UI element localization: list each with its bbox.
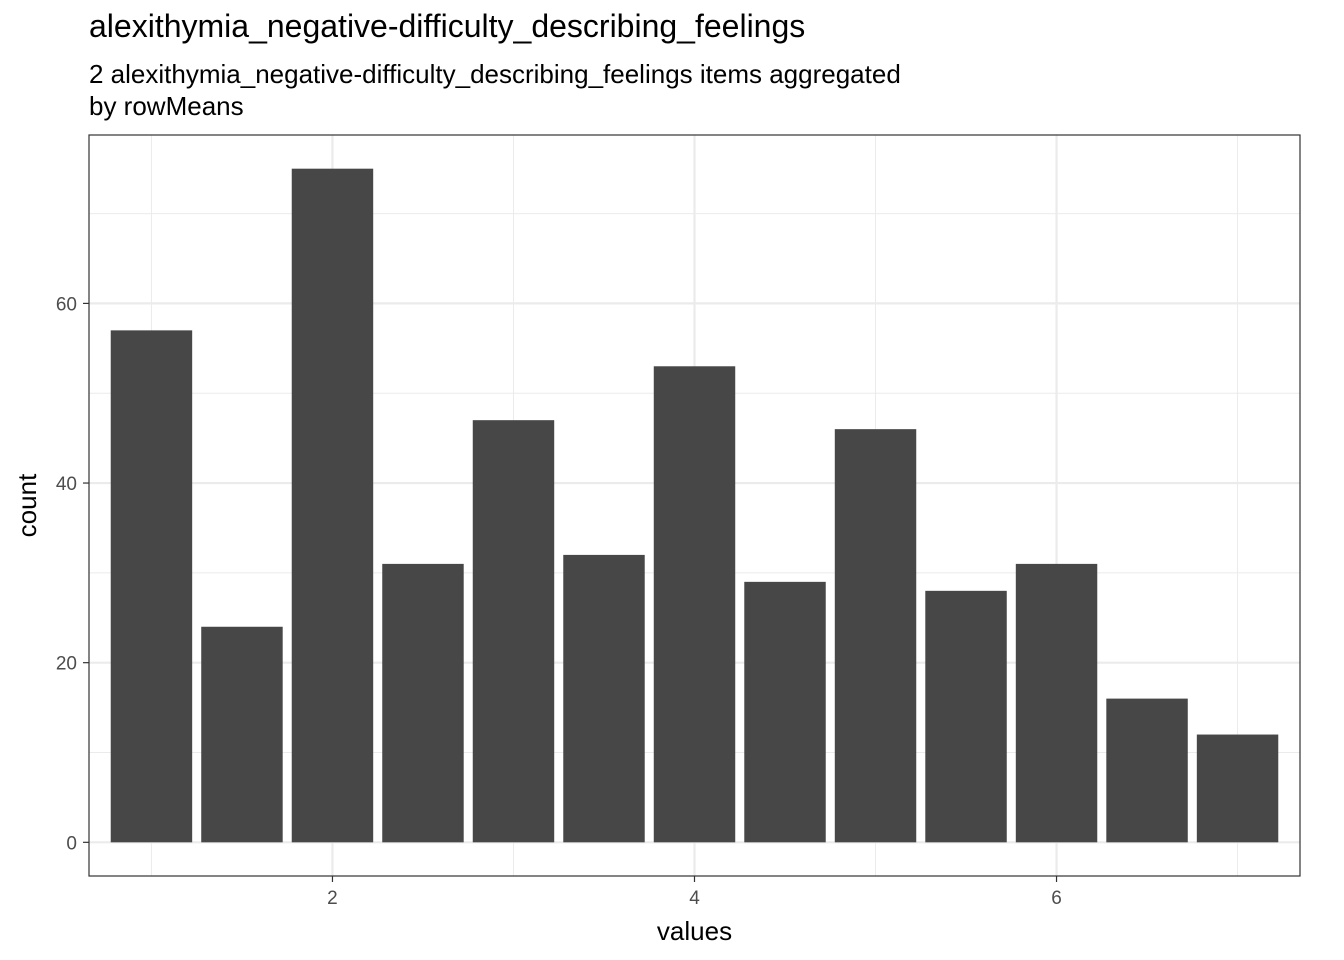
bar <box>925 590 1007 843</box>
y-tick-label: 40 <box>56 474 77 495</box>
x-axis-title: values <box>657 916 732 946</box>
bar <box>1196 734 1279 843</box>
bars <box>110 168 1279 843</box>
bar <box>291 168 374 843</box>
x-tick-label: 6 <box>1051 888 1062 909</box>
y-tick-label: 0 <box>66 833 77 854</box>
bar <box>744 581 826 843</box>
bar <box>201 626 283 843</box>
x-tick-label: 4 <box>689 888 700 909</box>
bar <box>653 366 736 843</box>
bar <box>1015 563 1098 843</box>
chart-subtitle-line-2: by rowMeans <box>89 91 244 121</box>
y-axis-title: count <box>12 473 42 537</box>
chart-subtitle: 2 alexithymia_negative-difficulty_descri… <box>89 58 1289 122</box>
bar <box>472 420 555 843</box>
bar <box>382 563 464 843</box>
bar <box>1106 698 1188 843</box>
y-tick-label: 60 <box>56 294 77 315</box>
bar <box>834 429 917 843</box>
bar <box>563 554 645 843</box>
chart-title: alexithymia_negative-difficulty_describi… <box>89 8 806 44</box>
bar <box>110 330 193 843</box>
axis-ticks: 0 20 40 60 2 4 6 <box>56 294 1062 909</box>
chart-subtitle-line-1: 2 alexithymia_negative-difficulty_descri… <box>89 59 901 89</box>
y-tick-label: 20 <box>56 654 77 675</box>
x-tick-label: 2 <box>327 888 338 909</box>
